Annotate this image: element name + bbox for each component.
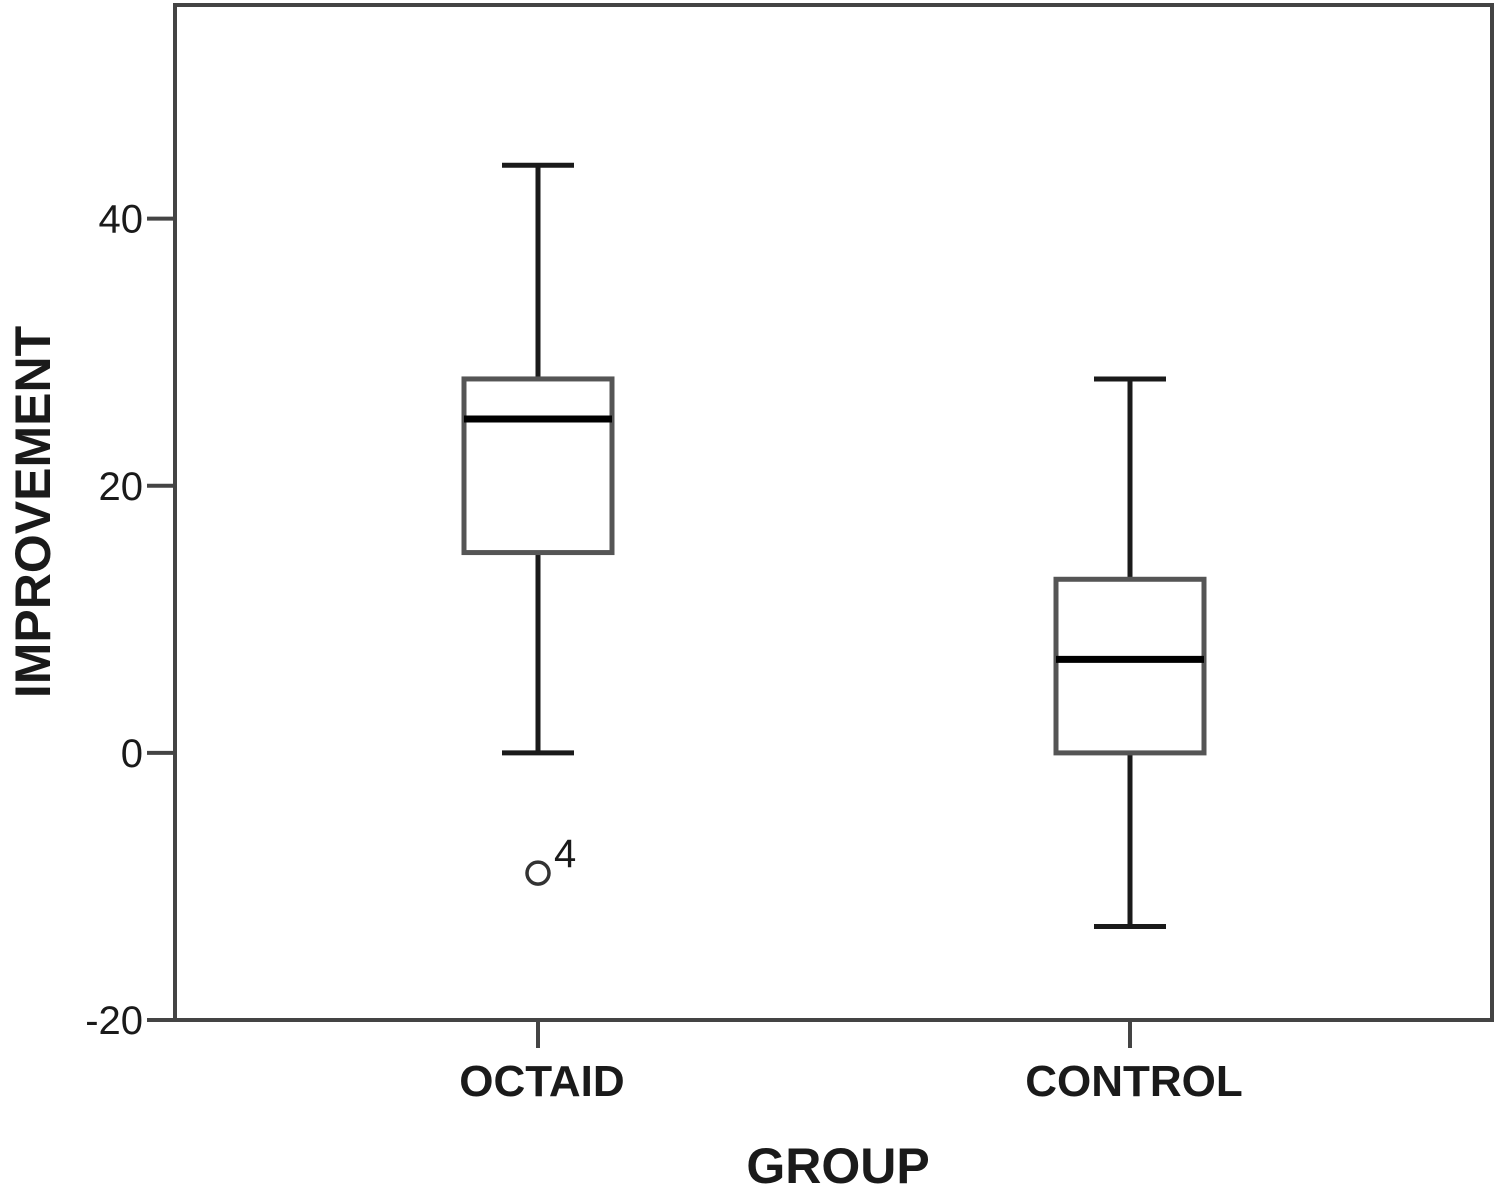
box-group-control xyxy=(1053,376,1207,930)
y-axis: -20 0 20 40 xyxy=(85,198,175,1043)
y-tick-label: -20 xyxy=(85,999,143,1043)
plot-frame xyxy=(173,3,1494,1022)
x-category-label: OCTAID xyxy=(459,1057,624,1106)
outlier-point xyxy=(525,860,551,886)
x-axis-title: GROUP xyxy=(746,1138,929,1194)
boxes-layer: 4 xyxy=(461,162,1207,930)
y-tick-label: 40 xyxy=(99,198,144,242)
x-axis: OCTAID CONTROL xyxy=(459,1020,1243,1106)
y-axis-title: IMPROVEMENT xyxy=(5,326,61,698)
x-category-label: CONTROL xyxy=(1025,1057,1243,1106)
box-iqr xyxy=(461,376,615,556)
y-tick-label: 0 xyxy=(121,732,143,776)
box-iqr xyxy=(1053,576,1207,756)
box-group-octaid: 4 xyxy=(461,162,615,886)
plot-border xyxy=(173,3,1494,1022)
outlier-label: 4 xyxy=(554,832,576,876)
y-tick-label: 20 xyxy=(99,465,144,509)
